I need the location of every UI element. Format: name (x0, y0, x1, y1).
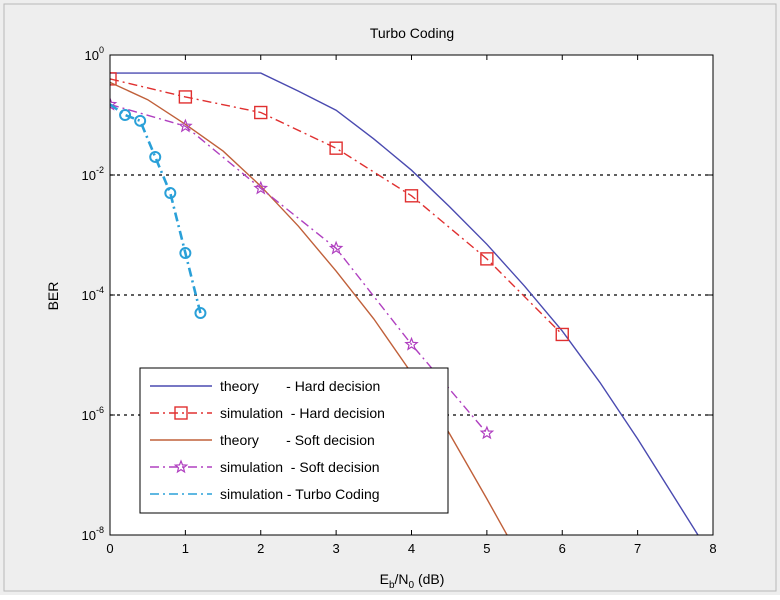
series-1-point-5 (480, 252, 494, 266)
series-0-line (110, 72, 699, 535)
series-1 (110, 72, 569, 342)
series-1-line (110, 78, 563, 335)
x-tick-label-4: 4 (408, 541, 415, 556)
series-2-line (110, 81, 551, 535)
legend-entry-0: theory - Hard decision (150, 378, 380, 394)
legend-entry-2: theory - Soft decision (150, 432, 375, 448)
legend: theory - Hard decision simulation - Hard … (139, 367, 449, 514)
series-4-point-1 (119, 109, 132, 121)
legend-label-0: theory - Hard decision (220, 378, 380, 394)
series-1-point-0 (110, 72, 117, 86)
series-2 (110, 81, 551, 535)
y-tick-label-3: 10-6 (82, 405, 104, 423)
series-4-line (110, 103, 202, 314)
legend-marker-3 (173, 459, 189, 474)
x-tick-label-1: 1 (182, 541, 189, 556)
legend-marker-1 (174, 406, 188, 420)
chart-title: Turbo Coding (370, 25, 454, 41)
y-tick-label-2: 10-4 (82, 285, 104, 303)
y-tick-label-0: 100 (85, 45, 104, 63)
legend-label-4: simulation - Turbo Coding (220, 486, 380, 502)
x-tick-label-3: 3 (333, 541, 340, 556)
legend-label-3: simulation - Soft decision (220, 459, 380, 475)
series-3-point-2 (253, 180, 269, 195)
axis-ticks: 0 1 2 3 4 5 6 7 8 100 10-2 10-4 10-6 10-8 (82, 45, 717, 556)
legend-label-2: theory - Soft decision (220, 432, 375, 448)
x-label-sub-b: b (389, 580, 395, 591)
series-4-point-2 (134, 114, 147, 127)
x-label-slash-n: /N (395, 571, 409, 587)
series-0 (110, 72, 699, 535)
series-3-point-3 (328, 240, 344, 255)
series-1-point-3 (329, 141, 343, 155)
figure-frame (3, 3, 777, 592)
y-tick-label-1: 10-2 (82, 165, 104, 183)
y-axis-label: BER (45, 282, 61, 311)
series-4-point-3 (149, 150, 162, 163)
series-3-point-4 (404, 336, 419, 351)
series-3-point-5 (479, 425, 495, 440)
legend-entry-1: simulation - Hard decision (150, 405, 385, 421)
series-3-point-1 (178, 118, 193, 133)
series-4 (110, 103, 207, 320)
legend-entry-4: simulation - Turbo Coding (150, 486, 380, 502)
series-group (110, 72, 699, 535)
x-tick-label-8: 8 (709, 541, 716, 556)
series-4-point-4 (164, 187, 177, 200)
series-1-point-2 (254, 105, 268, 120)
legend-label-1: simulation - Hard decision (220, 405, 385, 421)
x-tick-label-0: 0 (106, 541, 113, 556)
x-tick-label-5: 5 (483, 541, 490, 556)
series-1-point-1 (178, 90, 193, 104)
y-tick-label-4: 10-8 (82, 525, 104, 543)
series-1-point-6 (555, 327, 569, 342)
x-tick-label-7: 7 (634, 541, 641, 556)
series-4-point-5 (179, 247, 192, 260)
x-tick-label-6: 6 (559, 541, 566, 556)
series-1-point-4 (404, 189, 419, 203)
x-label-sub-0: 0 (409, 580, 415, 591)
series-3-point-0 (110, 96, 118, 111)
x-axis-label: Eb/N0 (dB) (380, 571, 445, 591)
series-3 (110, 96, 495, 440)
legend-entry-3: simulation - Soft decision (150, 459, 380, 475)
x-tick-label-2: 2 (257, 541, 264, 556)
series-4-point-6 (194, 307, 207, 320)
series-3-line (110, 103, 488, 434)
x-label-unit: (dB) (414, 571, 444, 587)
x-label-e: E (380, 571, 389, 587)
